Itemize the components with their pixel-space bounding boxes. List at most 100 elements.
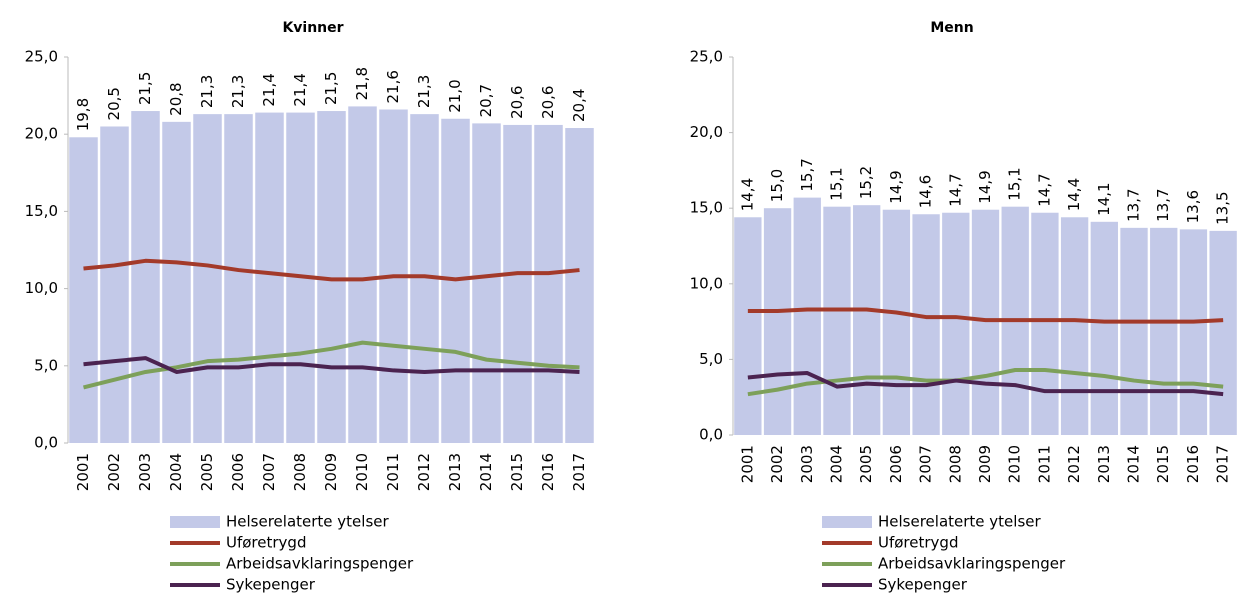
bar bbox=[1179, 229, 1208, 435]
y-tick-label: 5,0 bbox=[34, 356, 58, 374]
chart-title: Menn bbox=[930, 20, 973, 36]
value-label: 21,5 bbox=[322, 72, 340, 105]
value-label: 21,6 bbox=[384, 70, 402, 103]
value-label: 21,5 bbox=[136, 72, 154, 105]
value-label: 13,7 bbox=[1125, 188, 1143, 221]
value-label: 21,3 bbox=[229, 75, 247, 108]
y-tick-label: 20,0 bbox=[25, 125, 58, 143]
bar bbox=[348, 106, 377, 444]
x-tick-label: 2013 bbox=[446, 453, 464, 491]
bar bbox=[224, 114, 253, 444]
x-tick-label: 2006 bbox=[229, 453, 247, 491]
bar bbox=[69, 137, 98, 443]
x-tick-label: 2008 bbox=[291, 453, 309, 491]
x-tick-label: 2015 bbox=[508, 453, 526, 491]
x-tick-label: 2006 bbox=[887, 445, 905, 483]
x-tick-label: 2016 bbox=[539, 453, 557, 491]
value-label: 20,6 bbox=[539, 86, 557, 119]
y-tick-label: 20,0 bbox=[690, 123, 723, 141]
value-label: 14,6 bbox=[917, 175, 935, 208]
value-label: 14,1 bbox=[1095, 182, 1113, 215]
bar bbox=[472, 123, 501, 443]
x-tick-label: 2005 bbox=[857, 445, 875, 483]
x-tick-label: 2009 bbox=[322, 453, 340, 491]
x-tick-label: 2005 bbox=[198, 453, 216, 491]
value-label: 14,7 bbox=[1035, 173, 1053, 206]
value-label: 21,3 bbox=[415, 75, 433, 108]
legend-label: Arbeidsavklaringspenger bbox=[878, 555, 1066, 573]
x-tick-label: 2002 bbox=[768, 445, 786, 483]
value-label: 20,7 bbox=[477, 84, 495, 117]
value-label: 15,2 bbox=[857, 166, 875, 199]
value-label: 14,9 bbox=[887, 170, 905, 203]
legend-swatch bbox=[822, 516, 872, 528]
bar bbox=[734, 217, 762, 435]
value-label: 15,0 bbox=[768, 169, 786, 202]
bar bbox=[1150, 227, 1178, 435]
bar bbox=[912, 214, 940, 435]
y-tick-label: 25,0 bbox=[690, 48, 723, 66]
bar bbox=[823, 206, 851, 435]
value-label: 21,4 bbox=[291, 73, 309, 106]
value-label: 21,4 bbox=[260, 73, 278, 106]
bar bbox=[565, 128, 594, 444]
x-tick-label: 2010 bbox=[1006, 445, 1024, 483]
x-tick-label: 2002 bbox=[105, 453, 123, 491]
value-label: 20,4 bbox=[570, 89, 588, 122]
value-label: 21,0 bbox=[446, 79, 464, 112]
value-label: 20,8 bbox=[167, 82, 185, 115]
x-tick-label: 2011 bbox=[1035, 445, 1053, 483]
value-label: 21,8 bbox=[353, 67, 371, 100]
legend-label: Helserelaterte ytelser bbox=[226, 513, 389, 531]
bar bbox=[853, 205, 881, 435]
value-label: 14,7 bbox=[946, 173, 964, 206]
x-tick-label: 2003 bbox=[798, 445, 816, 483]
value-label: 14,4 bbox=[1065, 178, 1083, 211]
y-tick-label: 15,0 bbox=[25, 202, 58, 220]
bar bbox=[942, 212, 970, 435]
legend-label: Uføretrygd bbox=[878, 534, 958, 552]
x-tick-label: 2007 bbox=[917, 445, 935, 483]
y-tick-label: 10,0 bbox=[690, 274, 723, 292]
value-label: 20,6 bbox=[508, 86, 526, 119]
bar bbox=[763, 208, 792, 435]
x-tick-label: 2010 bbox=[353, 453, 371, 491]
x-tick-label: 2003 bbox=[136, 453, 154, 491]
legend-swatch bbox=[170, 516, 220, 528]
y-tick-label: 25,0 bbox=[25, 48, 58, 66]
value-label: 19,8 bbox=[74, 98, 92, 131]
bar bbox=[1031, 212, 1059, 435]
line bbox=[747, 307, 1224, 324]
bar bbox=[882, 209, 911, 435]
value-label: 15,1 bbox=[827, 167, 845, 200]
line bbox=[747, 371, 1224, 397]
x-tick-label: 2001 bbox=[738, 445, 756, 483]
line bbox=[83, 258, 580, 282]
bar bbox=[255, 112, 284, 444]
value-label: 14,4 bbox=[738, 178, 756, 211]
x-tick-label: 2008 bbox=[946, 445, 964, 483]
legend-label: Sykepenger bbox=[878, 576, 968, 594]
value-label: 13,5 bbox=[1214, 191, 1232, 224]
bar bbox=[534, 124, 563, 443]
value-label: 14,9 bbox=[976, 170, 994, 203]
y-tick-label: 15,0 bbox=[690, 199, 723, 217]
bar bbox=[1209, 230, 1237, 435]
value-label: 15,7 bbox=[798, 158, 816, 191]
chart-title: Kvinner bbox=[282, 20, 343, 36]
bar bbox=[1060, 217, 1089, 435]
x-tick-label: 2001 bbox=[74, 453, 92, 491]
x-tick-label: 2013 bbox=[1095, 445, 1113, 483]
line bbox=[83, 356, 580, 374]
x-tick-label: 2004 bbox=[827, 445, 845, 483]
x-tick-label: 2011 bbox=[384, 453, 402, 491]
x-tick-label: 2014 bbox=[1125, 445, 1143, 483]
bar bbox=[1120, 227, 1148, 435]
x-tick-label: 2012 bbox=[415, 453, 433, 491]
value-label: 13,7 bbox=[1154, 188, 1172, 221]
legend-label: Arbeidsavklaringspenger bbox=[226, 555, 414, 573]
x-tick-label: 2009 bbox=[976, 445, 994, 483]
value-label: 13,6 bbox=[1184, 190, 1202, 223]
bar bbox=[193, 114, 222, 444]
